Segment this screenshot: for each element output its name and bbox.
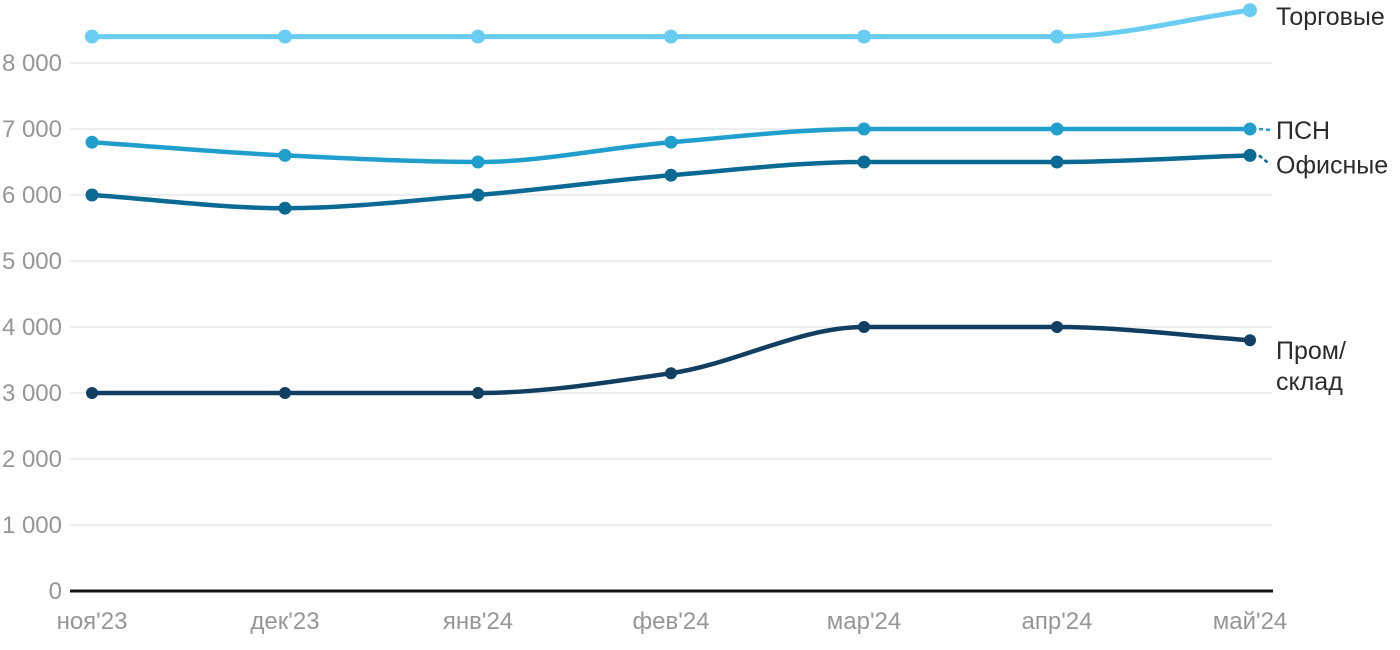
series-point (1243, 148, 1257, 162)
x-tick-label: апр'24 (1022, 608, 1093, 635)
series-point (665, 367, 677, 380)
series-point (857, 29, 871, 44)
series-point (857, 155, 871, 169)
series-point (1244, 334, 1256, 347)
x-tick-label: мар'24 (827, 608, 901, 635)
series-point (664, 29, 678, 44)
series-point (278, 29, 292, 44)
series-point (278, 148, 292, 162)
y-tick-label: 1 000 (2, 512, 62, 539)
series-point (858, 321, 870, 333)
series-point (471, 29, 485, 44)
label-connector (1258, 154, 1271, 166)
series-point (1243, 122, 1257, 136)
label-connector (1258, 127, 1271, 132)
x-tick-label: фев'24 (632, 608, 709, 635)
series-point (1050, 122, 1064, 136)
y-tick-label: 3 000 (2, 380, 62, 407)
series-point (471, 155, 485, 169)
series-point (85, 188, 99, 202)
series-point (1051, 321, 1063, 333)
series-end-label: Офисные (1276, 151, 1388, 179)
series-point (1050, 29, 1064, 44)
series-point (1050, 155, 1064, 169)
x-tick-label: дек'23 (250, 608, 319, 635)
y-tick-label: 6 000 (2, 182, 62, 209)
series-end-label: Торговые (1276, 3, 1385, 31)
x-tick-label: янв'24 (443, 608, 513, 635)
y-tick-label: 4 000 (2, 314, 62, 341)
series-point (85, 29, 99, 44)
series-point (664, 168, 678, 182)
series-point (279, 387, 291, 399)
y-tick-label: 5 000 (2, 248, 62, 275)
series-point (1243, 3, 1257, 18)
y-tick-label: 7 000 (2, 116, 62, 143)
series-point (857, 122, 871, 136)
series-point (85, 135, 99, 149)
series-end-label: склад (1276, 368, 1343, 396)
y-tick-label: 8 000 (2, 50, 62, 77)
series-point (471, 188, 485, 202)
series-point (278, 201, 292, 215)
series-point (86, 387, 98, 399)
series-end-label: Пром/ (1276, 337, 1346, 365)
series-point (664, 135, 678, 149)
series-point (472, 387, 484, 399)
x-tick-label: май'24 (1213, 608, 1288, 635)
series-end-label: ПСН (1276, 117, 1330, 145)
x-tick-label: ноя'23 (57, 608, 128, 635)
y-tick-label: 0 (49, 578, 62, 605)
y-tick-label: 2 000 (2, 446, 62, 473)
